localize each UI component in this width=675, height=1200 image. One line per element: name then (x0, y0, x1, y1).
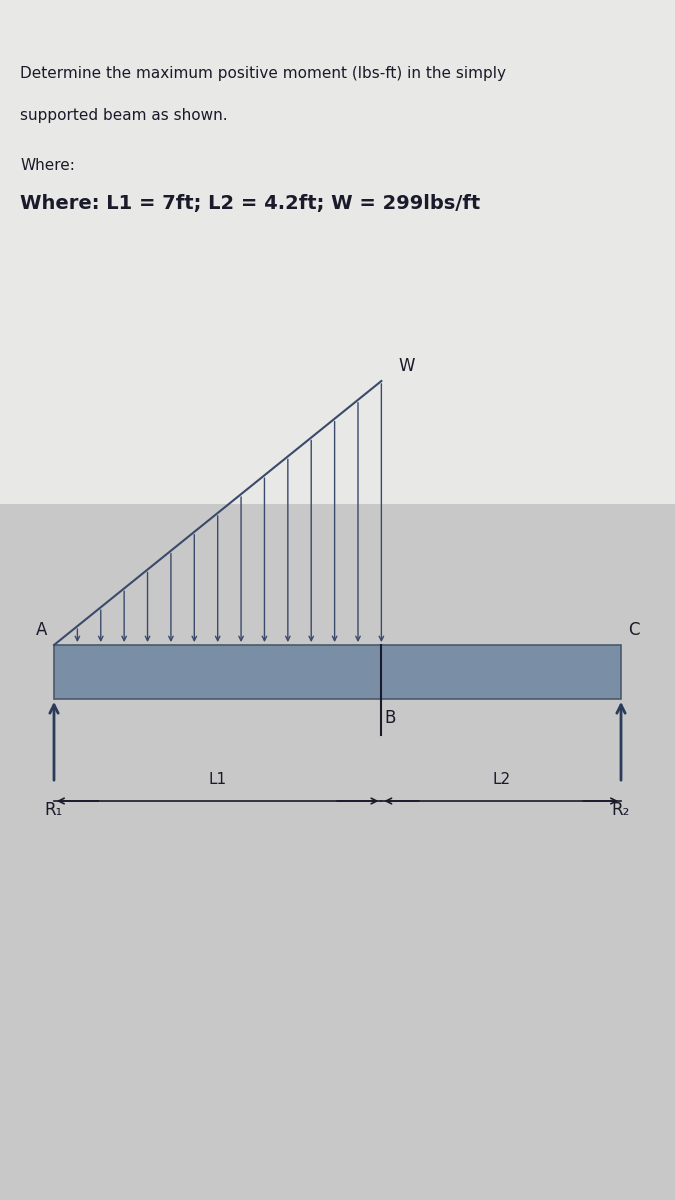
Text: L2: L2 (492, 772, 510, 787)
Bar (54, 646, 621, 698)
Text: Where:: Where: (20, 158, 75, 174)
Text: W: W (398, 358, 414, 374)
Text: Determine the maximum positive moment (lbs-ft) in the simply: Determine the maximum positive moment (l… (20, 66, 506, 80)
Text: C: C (628, 622, 639, 638)
Text: R₂: R₂ (612, 802, 630, 820)
Bar (0, 0, 675, 504)
Text: supported beam as shown.: supported beam as shown. (20, 108, 228, 122)
Text: Where: L1 = 7ft; L2 = 4.2ft; W = 299lbs/ft: Where: L1 = 7ft; L2 = 4.2ft; W = 299lbs/… (20, 194, 481, 214)
Text: L1: L1 (209, 772, 227, 787)
Text: R₁: R₁ (45, 802, 63, 820)
Text: B: B (385, 708, 396, 726)
Text: A: A (36, 622, 47, 638)
